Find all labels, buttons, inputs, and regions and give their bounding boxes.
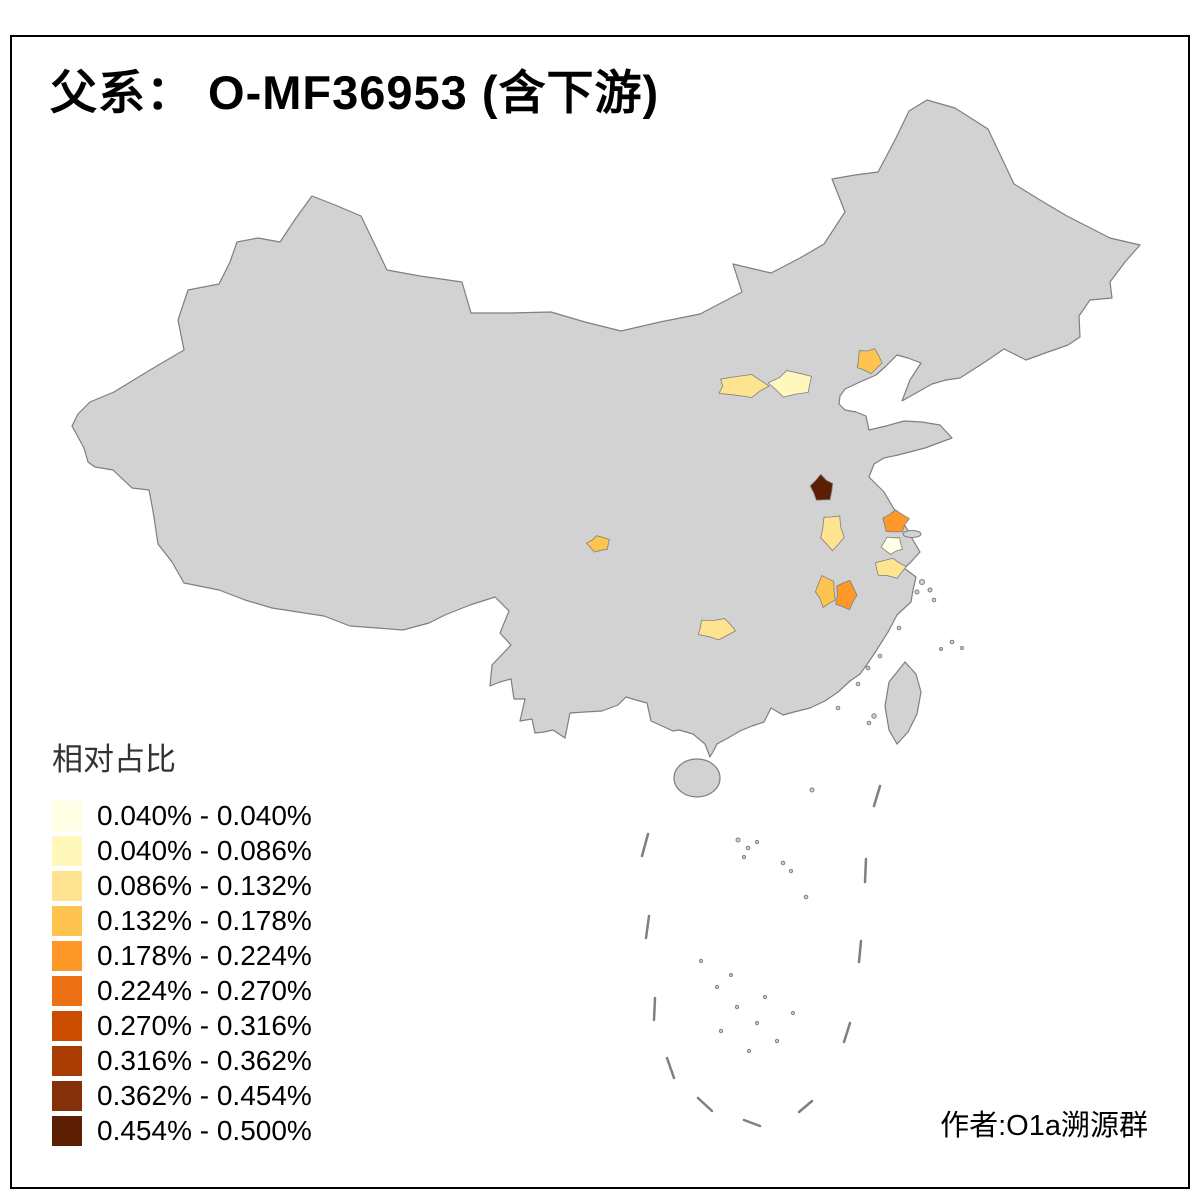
legend-row-3: 0.086% - 0.132%: [52, 870, 312, 901]
legend-swatch: [52, 1116, 82, 1146]
legend-row-7: 0.270% - 0.316%: [52, 1010, 312, 1041]
legend-label: 0.040% - 0.086%: [97, 835, 312, 866]
legend-label: 0.086% - 0.132%: [97, 870, 312, 901]
map-region-jiangsu-south: [882, 509, 910, 533]
legend-rows: 0.040% - 0.040% 0.040% - 0.086% 0.086% - 0…: [52, 800, 312, 1146]
legend-swatch: [52, 1046, 82, 1076]
legend-swatch: [52, 1081, 82, 1111]
map-region-guizhou-north: [697, 618, 737, 641]
map-region-hebei-northwest: [718, 374, 770, 398]
map-region-sichuan-central: [585, 535, 610, 553]
legend-swatch: [52, 836, 82, 866]
legend-label: 0.132% - 0.178%: [97, 905, 312, 936]
highlighted-regions: [585, 348, 910, 641]
legend: 相对占比 0.040% - 0.040% 0.040% - 0.086% 0.086…: [52, 734, 312, 1151]
taiwan-island: [884, 661, 922, 746]
legend-swatch: [52, 941, 82, 971]
legend-label: 0.454% - 0.500%: [97, 1115, 312, 1146]
legend-row-10: 0.454% - 0.500%: [52, 1115, 312, 1146]
hainan-island: [673, 758, 721, 798]
nine-dash-line: [640, 784, 882, 1128]
legend-row-2: 0.040% - 0.086%: [52, 835, 312, 866]
legend-swatch: [52, 906, 82, 936]
china-mainland: [71, 99, 1141, 758]
legend-row-5: 0.178% - 0.224%: [52, 940, 312, 971]
legend-swatch: [52, 871, 82, 901]
attribution: 作者:O1a溯源群: [940, 1110, 1148, 1142]
map-region-anhui-central: [820, 515, 845, 552]
legend-row-9: 0.362% - 0.454%: [52, 1080, 312, 1111]
legend-label: 0.040% - 0.040%: [97, 800, 312, 831]
legend-row-6: 0.224% - 0.270%: [52, 975, 312, 1006]
legend-label: 0.178% - 0.224%: [97, 940, 312, 971]
map-region-zhejiang-north: [875, 557, 908, 579]
legend-row-8: 0.316% - 0.362%: [52, 1045, 312, 1076]
map-region-jiangxi-northwest: [814, 575, 836, 609]
legend-label: 0.316% - 0.362%: [97, 1045, 312, 1076]
legend-swatch: [52, 1011, 82, 1041]
map-region-shanghai-area: [880, 536, 903, 555]
legend-title: 相对占比: [52, 742, 176, 777]
page-title: 父系： O-MF36953 (含下游): [50, 66, 660, 119]
map-region-beijing-area: [767, 370, 813, 398]
map-region-liaoning-coastal: [856, 348, 883, 375]
legend-label: 0.270% - 0.316%: [97, 1010, 312, 1041]
map-region-henan-central: [809, 473, 834, 501]
plot-frame: [10, 35, 1190, 1189]
offshore-island-dots: [698, 579, 964, 1054]
legend-label: 0.362% - 0.454%: [97, 1080, 312, 1111]
legend-swatch: [52, 801, 82, 831]
legend-swatch: [52, 976, 82, 1006]
legend-row-1: 0.040% - 0.040%: [52, 800, 312, 831]
legend-label: 0.224% - 0.270%: [97, 975, 312, 1006]
chongming-island: [902, 530, 922, 538]
map-region-jiangxi-northeast: [835, 579, 858, 611]
legend-row-4: 0.132% - 0.178%: [52, 905, 312, 936]
